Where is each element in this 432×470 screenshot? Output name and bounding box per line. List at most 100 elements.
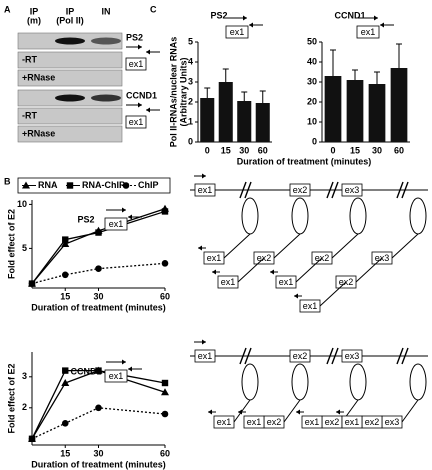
break-mark <box>326 181 334 199</box>
panel-label: A <box>4 4 11 14</box>
exon-box <box>203 251 225 265</box>
x-tick-label: 15 <box>350 145 360 155</box>
exon-box <box>356 25 380 39</box>
x-tick-label: 60 <box>394 145 404 155</box>
gel-band <box>91 37 121 45</box>
transcript-line <box>355 257 383 283</box>
legend-marker <box>22 181 30 189</box>
arrow-head <box>249 22 253 28</box>
x-tick-label: 30 <box>372 145 382 155</box>
exon-label: ex2 <box>315 253 330 263</box>
exon-label: ex1 <box>305 417 320 427</box>
arrow-head <box>138 102 142 108</box>
marker <box>28 435 36 443</box>
break-mark <box>239 347 247 365</box>
x-tick-label: 60 <box>258 145 268 155</box>
arrow-head <box>238 409 242 415</box>
arrow-head <box>146 49 150 55</box>
row-label: +RNase <box>22 128 55 138</box>
marker <box>61 271 69 279</box>
legend-marker <box>66 182 74 189</box>
y-tick-label: 5 <box>188 36 193 46</box>
arrow-head <box>294 293 298 299</box>
transcript-line <box>401 399 419 423</box>
bar <box>255 103 270 142</box>
exon-box <box>275 275 297 289</box>
arrow-head <box>128 214 132 220</box>
bar <box>346 80 364 142</box>
exon-box <box>125 115 147 129</box>
exon-box <box>194 349 216 363</box>
exon-label: ex2 <box>293 351 308 361</box>
marker <box>95 404 102 412</box>
arrow-head <box>243 15 247 21</box>
break-mark <box>244 347 252 365</box>
arrow-head <box>374 15 378 21</box>
transcript-line <box>237 257 265 283</box>
lane-header: IP <box>30 6 39 16</box>
bar <box>368 84 386 142</box>
break-mark <box>331 347 339 365</box>
break-mark <box>401 347 409 365</box>
exon-label: ex1 <box>198 185 213 195</box>
x-tick-label: 0 <box>205 145 210 155</box>
y-axis-label: Pol II-RNAs/nuclear RNAs <box>168 37 178 148</box>
x-axis-label: Duration of treatment (minutes) <box>31 302 166 312</box>
exon-label: ex2 <box>257 253 272 263</box>
exon-label: ex1 <box>109 219 124 229</box>
marker <box>161 388 169 396</box>
exon-label: ex1 <box>303 301 318 311</box>
exon-box <box>289 349 311 363</box>
legend-box <box>17 177 171 194</box>
gel-strip <box>17 69 123 87</box>
marker <box>61 379 70 386</box>
exon-box <box>243 415 265 429</box>
exon-box <box>104 369 128 383</box>
exon-label: ex3 <box>375 253 390 263</box>
polymerase <box>409 197 427 235</box>
transcript-line <box>319 281 347 307</box>
marker <box>61 420 69 427</box>
exon-label: ex1 <box>221 277 236 287</box>
y-axis-label: (Arbitrary Units) <box>178 57 188 126</box>
arrow-head <box>212 269 216 275</box>
transcript-line <box>391 233 419 259</box>
chart-title: CCND1 <box>334 10 365 20</box>
series-line <box>31 210 166 284</box>
arrow-head <box>122 207 126 213</box>
marker <box>62 236 69 243</box>
exon-box <box>299 299 321 313</box>
marker <box>161 260 169 267</box>
exon-label: ex1 <box>230 27 245 37</box>
x-tick-label: 60 <box>160 448 170 458</box>
break-mark <box>396 347 404 365</box>
transcript-line <box>273 233 301 259</box>
x-tick-label: 30 <box>239 145 249 155</box>
legend-label: ChIP <box>138 180 159 190</box>
x-tick-label: 30 <box>93 448 103 458</box>
y-tick-label: 0 <box>188 136 193 146</box>
panel-label: B <box>4 176 11 186</box>
marker <box>161 208 169 215</box>
marker <box>161 410 169 418</box>
exon-label: ex1 <box>129 59 144 69</box>
series-line <box>31 369 166 440</box>
y-tick-label: 30 <box>307 76 317 86</box>
marker <box>62 367 69 374</box>
bar <box>324 76 342 142</box>
row-label: -RT <box>22 54 37 64</box>
gel-strip <box>17 107 123 125</box>
exon-box <box>217 275 239 289</box>
y-tick-label: 10 <box>307 116 317 126</box>
exon-box <box>301 415 323 429</box>
lane-header: (m) <box>27 15 41 25</box>
marker <box>61 240 70 247</box>
series-line <box>31 369 166 440</box>
panel-label: C <box>150 4 157 14</box>
exon-label: ex1 <box>345 417 360 427</box>
y-tick-label: 0 <box>312 136 317 146</box>
arrow-head <box>270 269 274 275</box>
y-tick-label: 5 <box>22 243 27 253</box>
break-mark <box>396 181 404 199</box>
